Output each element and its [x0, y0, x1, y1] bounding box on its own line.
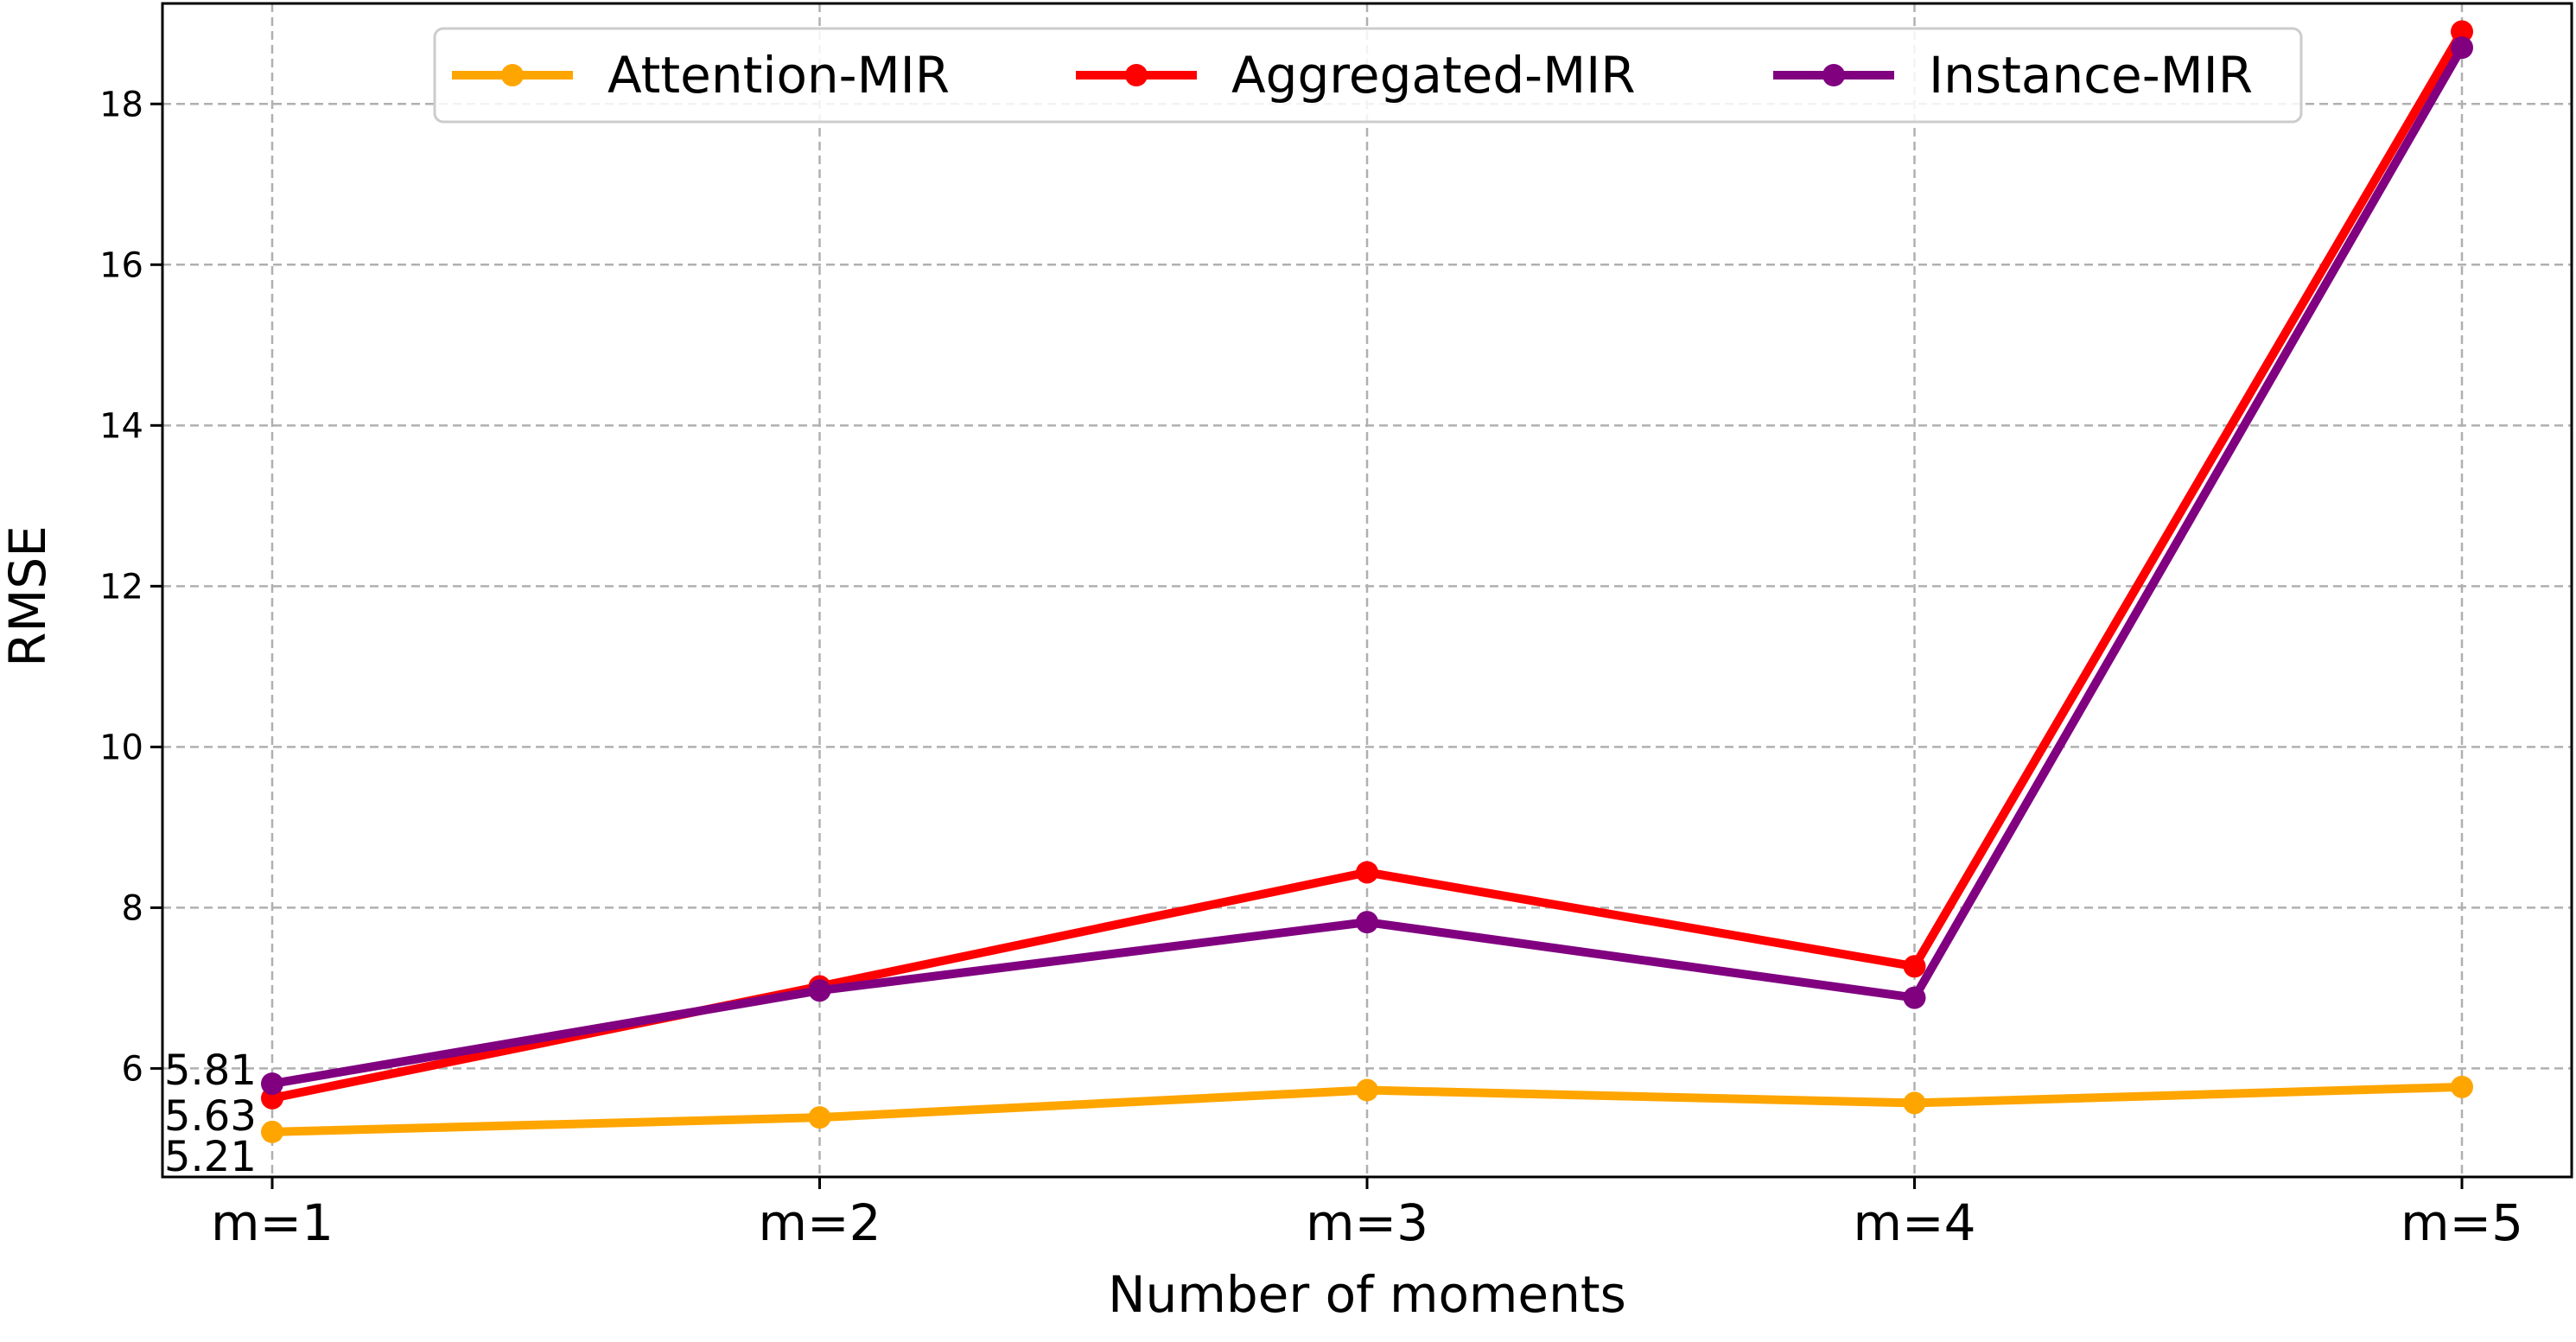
y-axis-label: RMSE [0, 525, 57, 667]
data-point [261, 1120, 283, 1143]
y-tick-label: 12 [99, 567, 143, 607]
data-point [1356, 1078, 1378, 1102]
grid-lines [162, 3, 2572, 1177]
y-tick-label: 10 [99, 728, 143, 767]
data-point [808, 1106, 831, 1129]
y-tick-label: 16 [99, 245, 143, 285]
legend: Attention-MIR Aggregated-MIR Instance-MIR [433, 27, 2303, 124]
data-point [1903, 986, 1926, 1009]
legend-label: Attention-MIR [607, 46, 950, 105]
plot-frame [161, 2, 2573, 1179]
value-annotation: 5.21 [164, 1133, 257, 1181]
value-annotation: 5.81 [164, 1046, 257, 1095]
series-lines [261, 20, 2473, 1143]
legend-entry: Aggregated-MIR [1076, 46, 1636, 105]
data-point [1903, 1091, 1926, 1115]
x-tick-label: m=5 [2401, 1193, 2523, 1252]
x-tick-label: m=1 [211, 1193, 334, 1252]
legend-swatch-marker [1125, 64, 1148, 86]
legend-label: Instance-MIR [1929, 46, 2253, 105]
series-attention-mir [261, 1075, 2473, 1143]
y-tick-label: 6 [122, 1049, 143, 1089]
x-tick-label: m=2 [759, 1193, 881, 1252]
legend-box [433, 27, 2303, 124]
legend-swatch-marker [1822, 64, 1845, 86]
y-tick-label: 14 [99, 406, 143, 446]
data-point [808, 979, 831, 1002]
y-tick-label: 18 [99, 85, 143, 124]
data-point [261, 1072, 283, 1096]
data-point [1356, 861, 1378, 884]
data-point [1903, 955, 1926, 978]
value-annotation: 5.63 [164, 1092, 257, 1141]
data-point [2451, 36, 2473, 60]
data-point [2451, 20, 2473, 43]
value-annotations: 5.815.635.21 [164, 1046, 257, 1181]
legend-swatch-marker [501, 64, 524, 86]
legend-label: Aggregated-MIR [1231, 46, 1636, 105]
legend-entry: Instance-MIR [1773, 46, 2253, 105]
x-tick-label: m=4 [1854, 1193, 1976, 1252]
axis-ticks: m=1 m=2 m=3 m=4 m=5 6 8 10 12 14 16 18 [99, 85, 2523, 1252]
series-instance-mir [261, 36, 2473, 1096]
x-axis-label: Number of moments [1108, 1265, 1626, 1324]
data-point [2451, 1075, 2473, 1098]
y-tick-label: 8 [122, 888, 143, 928]
data-point [1356, 911, 1378, 934]
x-tick-label: m=3 [1306, 1193, 1428, 1252]
legend-entry: Attention-MIR [452, 46, 950, 105]
